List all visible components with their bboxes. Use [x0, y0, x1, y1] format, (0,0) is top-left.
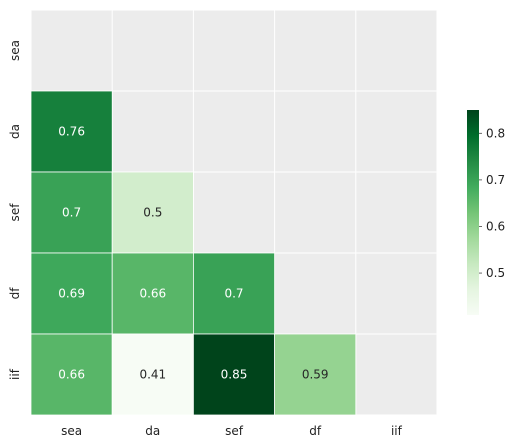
- heatmap-cell: [30, 90, 113, 173]
- colorbar-tick-label: 0.8: [486, 126, 505, 140]
- heatmap-cell: [111, 171, 194, 254]
- cell-value-label: 0.69: [58, 287, 85, 301]
- x-tick-label: sef: [225, 424, 244, 438]
- x-tick-label: df: [309, 424, 322, 438]
- cell-value-label: 0.85: [221, 368, 248, 382]
- x-tick-label: da: [145, 424, 160, 438]
- heatmap-cell: [274, 333, 357, 416]
- y-tick-label: df: [8, 287, 22, 300]
- cell-value-label: 0.7: [224, 287, 243, 301]
- cell-value-label: 0.76: [58, 125, 85, 139]
- cell-value-label: 0.5: [143, 206, 162, 220]
- heatmap-cells: 0.76 0.7 0.5 0.69 0.66 0.7 0.66 0.41 0.85 0.59: [30, 90, 357, 416]
- cell-value-label: 0.7: [62, 206, 81, 220]
- colorbar-gradient: [467, 110, 479, 315]
- cell-value-label: 0.41: [139, 368, 166, 382]
- heatmap-cell: [192, 252, 275, 335]
- y-tick-label: sef: [8, 203, 22, 222]
- heatmap-cell: [111, 333, 194, 416]
- cell-value-label: 0.66: [58, 368, 85, 382]
- x-tick-label: iif: [391, 424, 403, 438]
- heatmap-cell: [111, 252, 194, 335]
- colorbar-tick-label: 0.5: [486, 266, 505, 280]
- x-tick-label: sea: [61, 424, 82, 438]
- y-axis-tick-labels: sea da sef df iif: [8, 40, 22, 380]
- heatmap-cell: [30, 333, 113, 416]
- heatmap-cell: [192, 333, 275, 416]
- cell-value-label: 0.59: [302, 368, 329, 382]
- cell-value-label: 0.66: [139, 287, 166, 301]
- colorbar: 0.5 0.6 0.7 0.8: [467, 110, 505, 315]
- colorbar-tick-label: 0.7: [486, 173, 505, 187]
- colorbar-tick-label: 0.6: [486, 219, 505, 233]
- y-tick-label: da: [8, 124, 22, 139]
- y-tick-label: iif: [8, 368, 22, 380]
- y-tick-label: sea: [8, 40, 22, 61]
- x-axis-tick-labels: sea da sef df iif: [61, 424, 403, 438]
